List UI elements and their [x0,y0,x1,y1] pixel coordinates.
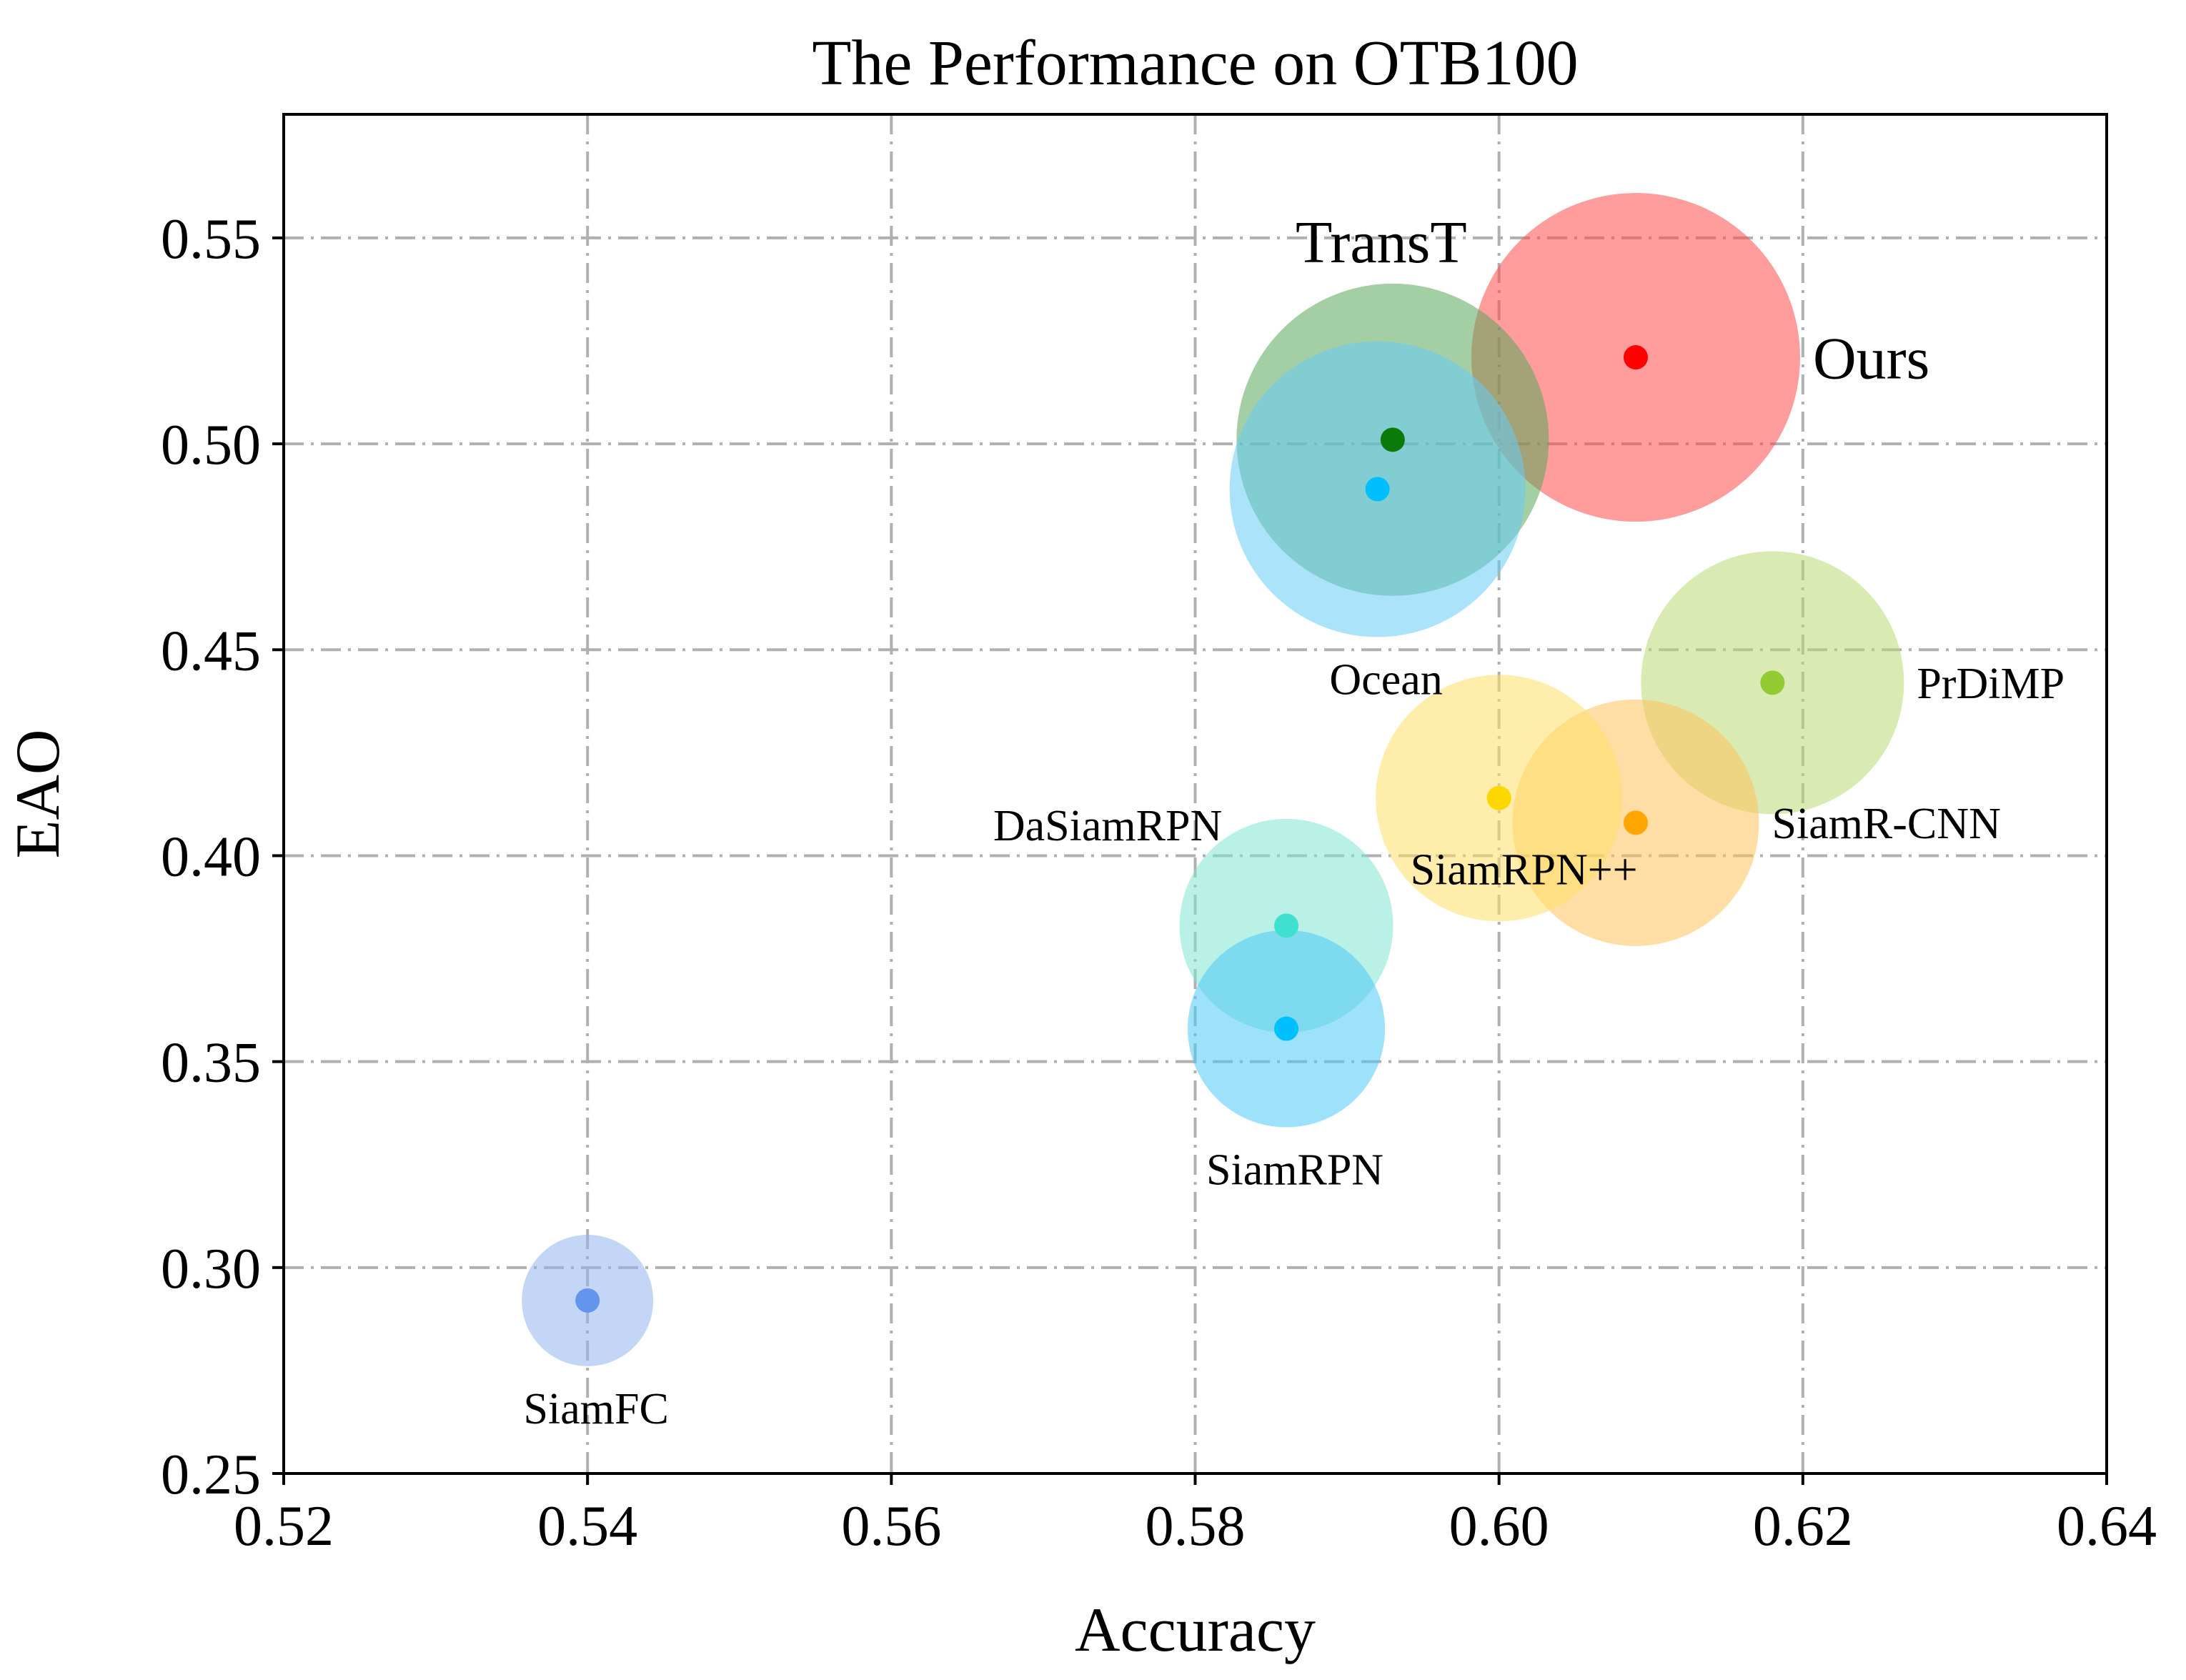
point-prdimp [1760,670,1785,695]
x-tick-label: 0.52 [234,1495,334,1558]
y-axis-label: EAO [4,730,73,859]
y-tick-label: 0.45 [161,620,261,682]
label-ours: Ours [1813,325,1929,392]
label-siamr-cnn: SiamR-CNN [1772,800,2000,848]
x-tick-label: 0.58 [1146,1495,1246,1558]
label-siamrpn: SiamRPN++ [1411,845,1638,894]
point-siamrpn [1274,1016,1299,1041]
y-tick-label: 0.50 [161,414,261,477]
point-ocean [1365,477,1390,502]
label-prdimp: PrDiMP [1917,660,2065,708]
y-tick-label: 0.40 [161,825,261,888]
x-tick-label: 0.56 [841,1495,941,1558]
point-siamrpn [1486,785,1511,810]
x-tick-label: 0.64 [2057,1495,2157,1558]
label-siamfc: SiamFC [524,1385,669,1433]
point-markers [575,345,1785,1313]
point-siamr-cnn [1623,810,1648,835]
point-dasiamrpn [1274,913,1299,938]
y-tick-label: 0.30 [161,1238,261,1301]
axis-ticks: 0.52 0.54 0.56 0.58 0.60 0.62 0.64 0.25 0.30 0.35… [161,208,2157,1558]
point-ours [1623,345,1648,370]
x-tick-label: 0.54 [537,1495,637,1558]
label-ocean: Ocean [1329,655,1442,704]
x-axis-label: Accuracy [1075,1596,1316,1665]
point-siamfc [575,1288,600,1313]
point-labels: Ours TransT Ocean PrDiMP SiamR-CNN SiamRPN++ D… [524,209,2065,1433]
x-tick-label: 0.60 [1449,1495,1549,1558]
x-tick-label: 0.62 [1753,1495,1853,1558]
label-transt: TransT [1296,209,1467,276]
y-tick-label: 0.55 [161,208,261,271]
point-transt [1380,427,1405,452]
y-tick-label: 0.35 [161,1032,261,1095]
label-dasiamrpn: DaSiamRPN [993,802,1222,850]
label-siamrpn: SiamRPN [1206,1146,1383,1195]
y-tick-label: 0.25 [161,1443,261,1506]
chart-title: The Performance on OTB100 [812,28,1578,99]
